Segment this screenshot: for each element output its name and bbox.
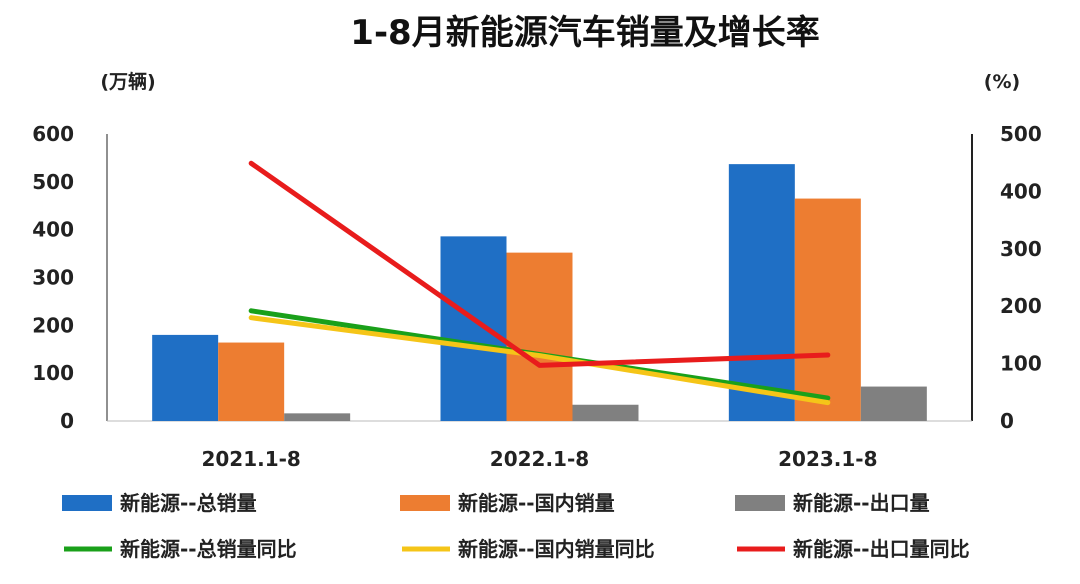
chart-title: 1-8月新能源汽车销量及增长率 (350, 13, 819, 53)
bar-3-3 (860, 386, 927, 421)
right-y-tick-label: 100 (1000, 352, 1042, 376)
line-series-2 (248, 315, 831, 406)
left-y-tick-label: 600 (32, 122, 74, 146)
right-y-tick-label: 200 (1000, 294, 1042, 318)
bar-1-2 (440, 236, 507, 421)
left-y-tick-label: 400 (32, 218, 74, 242)
legend-label-line-1: 新能源--总销量同比 (120, 537, 297, 561)
right-y-tick-label: 300 (1000, 237, 1042, 261)
legend-label-bar-1: 新能源--总销量 (120, 491, 257, 515)
right-y-tick-label: 0 (1000, 409, 1014, 433)
bar-2-1 (218, 342, 285, 421)
bars-group (152, 164, 927, 421)
left-axis-unit: (万辆) (100, 70, 155, 93)
legend-label-bar-3: 新能源--出口量 (793, 491, 930, 515)
bar-3-1 (284, 413, 351, 421)
legend-swatch-bar-1 (62, 495, 112, 511)
left-y-tick-label: 0 (60, 409, 74, 433)
left-y-tick-label: 500 (32, 170, 74, 194)
left-y-tick-label: 200 (32, 313, 74, 337)
left-y-tick-label: 100 (32, 361, 74, 385)
left-y-tick-label: 300 (32, 266, 74, 290)
ticks-group: 0 100 200 300 400 500 600 0 100 200 300 400 500 2021.… (32, 122, 1042, 471)
x-category-label: 2021.1-8 (201, 447, 300, 471)
right-axis-unit: (%) (984, 71, 1020, 93)
bar-2-2 (506, 252, 573, 421)
legend-label-line-3: 新能源--出口量同比 (793, 537, 970, 561)
legend-label-line-2: 新能源--国内销量同比 (458, 537, 655, 561)
right-y-tick-label: 500 (1000, 122, 1042, 146)
legend-swatch-bar-3 (735, 495, 785, 511)
legend-label-bar-2: 新能源--国内销量 (458, 491, 615, 515)
legend-swatch-bar-2 (400, 495, 450, 511)
bar-1-3 (728, 164, 795, 421)
lines-group (248, 160, 831, 406)
right-y-tick-label: 400 (1000, 179, 1042, 203)
bar-3-2 (572, 404, 639, 421)
line-series-3 (248, 160, 831, 368)
bar-1-1 (152, 334, 219, 421)
x-category-label: 2023.1-8 (778, 447, 877, 471)
x-category-label: 2022.1-8 (490, 447, 589, 471)
bar-2-3 (794, 198, 861, 421)
